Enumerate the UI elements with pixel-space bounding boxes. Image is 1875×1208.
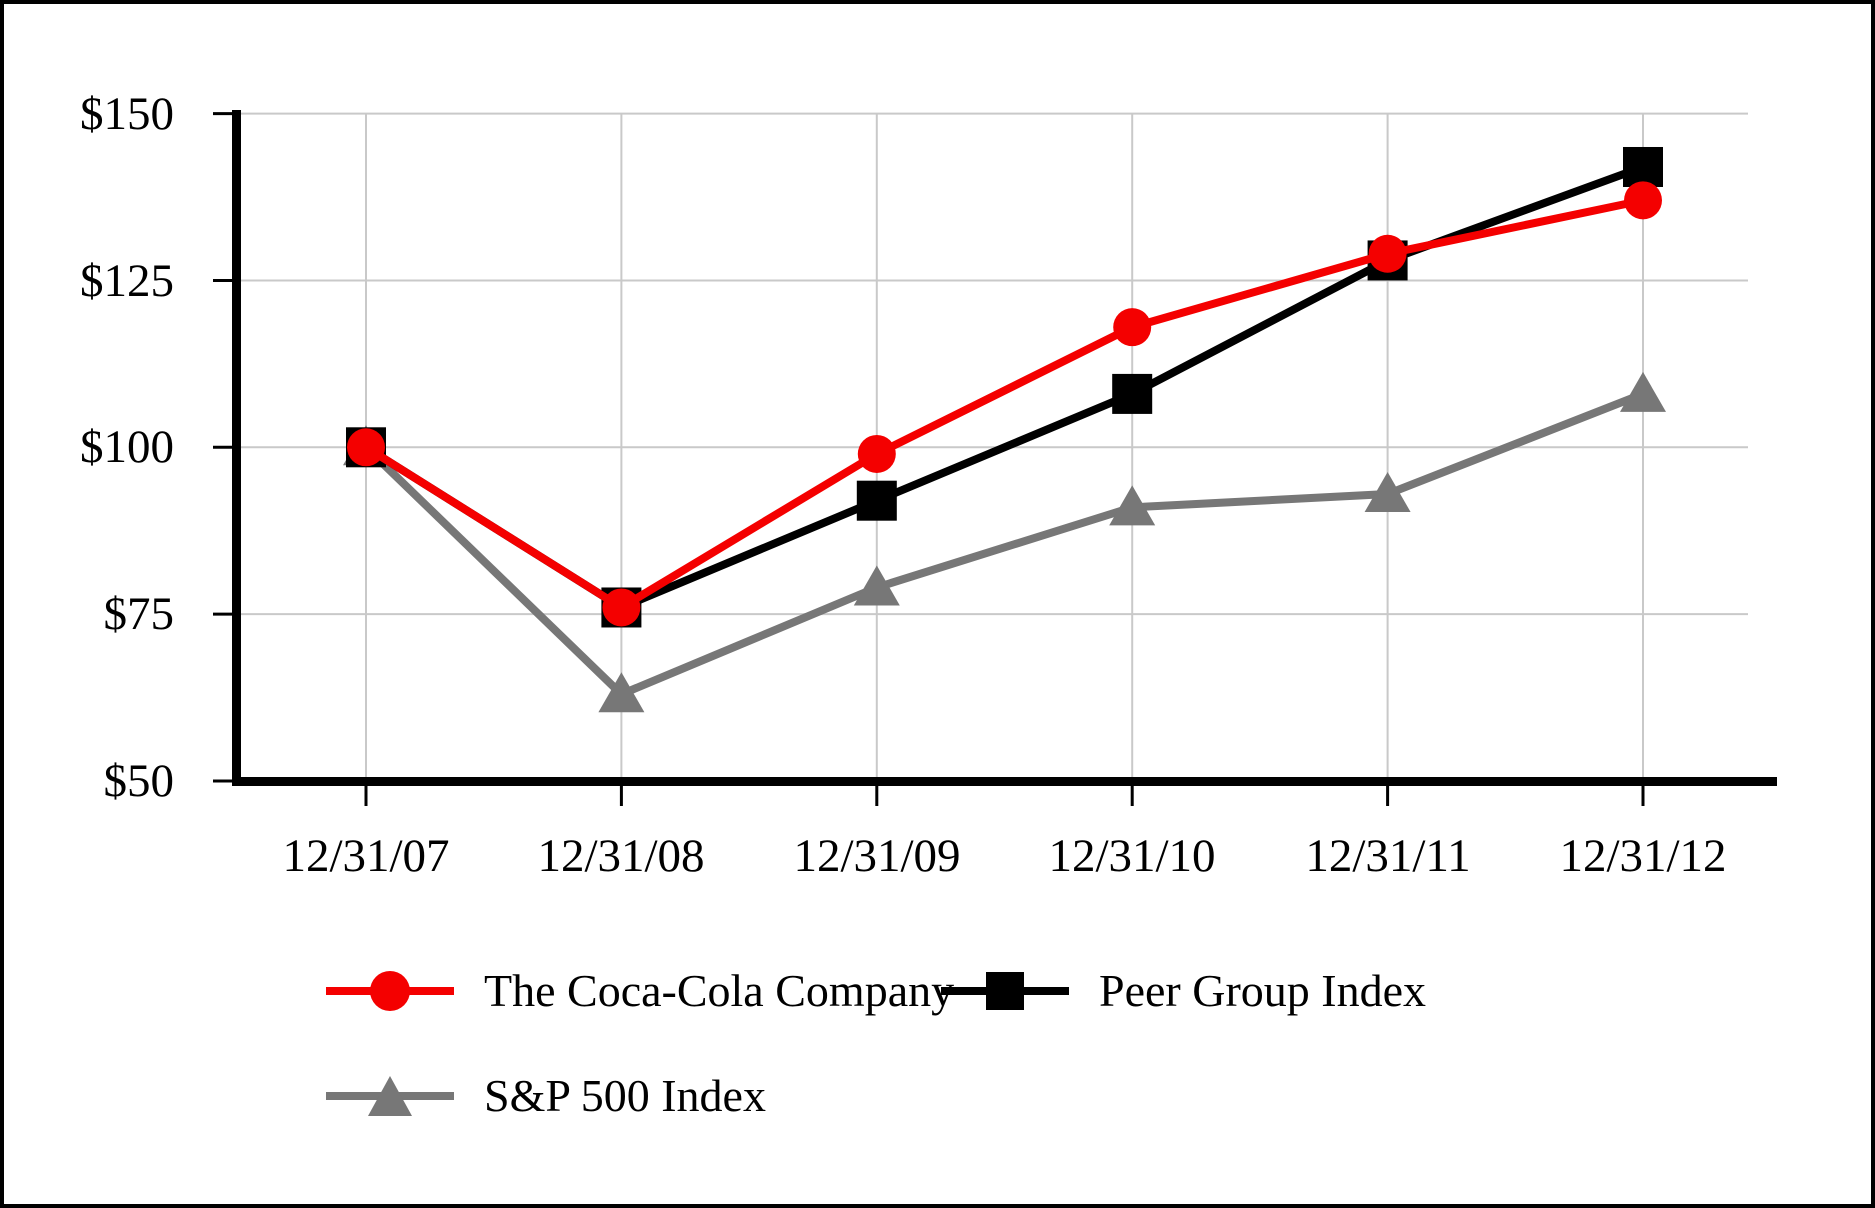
x-axis-tick-label: 12/31/10	[1048, 830, 1216, 882]
peer-group-line-square-marker-icon	[941, 964, 1069, 1018]
x-axis-tick-label: 12/31/07	[282, 830, 450, 882]
x-axis-tick-label: 12/31/12	[1559, 830, 1727, 882]
y-axis-tick-label: $125	[80, 255, 174, 307]
legend-label: S&P 500 Index	[484, 1070, 766, 1121]
legend-label: Peer Group Index	[1099, 965, 1427, 1016]
axes	[213, 110, 1777, 806]
x-axis-tick-label: 12/31/08	[537, 830, 705, 882]
sp500-line-triangle-marker-icon	[326, 1069, 454, 1123]
coca-cola-line-circle-marker-icon	[326, 964, 454, 1018]
circle-marker-icon	[370, 971, 410, 1011]
triangle-marker-icon	[368, 1076, 412, 1116]
chart-canvas	[213, 110, 1777, 806]
legend-item-peer-group: Peer Group Index	[941, 964, 1426, 1018]
y-axis-tick-label: $150	[80, 88, 174, 140]
y-axis-tick-label: $50	[103, 755, 175, 807]
x-axis-tick-label: 12/31/11	[1305, 830, 1471, 882]
legend-item-sp500: S&P 500 Index	[326, 1069, 766, 1123]
square-marker-icon	[986, 972, 1024, 1010]
y-axis-tick-label: $75	[103, 588, 175, 640]
legend-item-coca-cola: The Coca-Cola Company	[326, 964, 954, 1018]
legend-label: The Coca-Cola Company	[484, 965, 955, 1016]
y-axis-tick-label: $100	[80, 421, 174, 473]
series-circle	[347, 181, 1662, 627]
x-axis-tick-label: 12/31/09	[793, 830, 961, 882]
series-triangle	[343, 371, 1666, 713]
